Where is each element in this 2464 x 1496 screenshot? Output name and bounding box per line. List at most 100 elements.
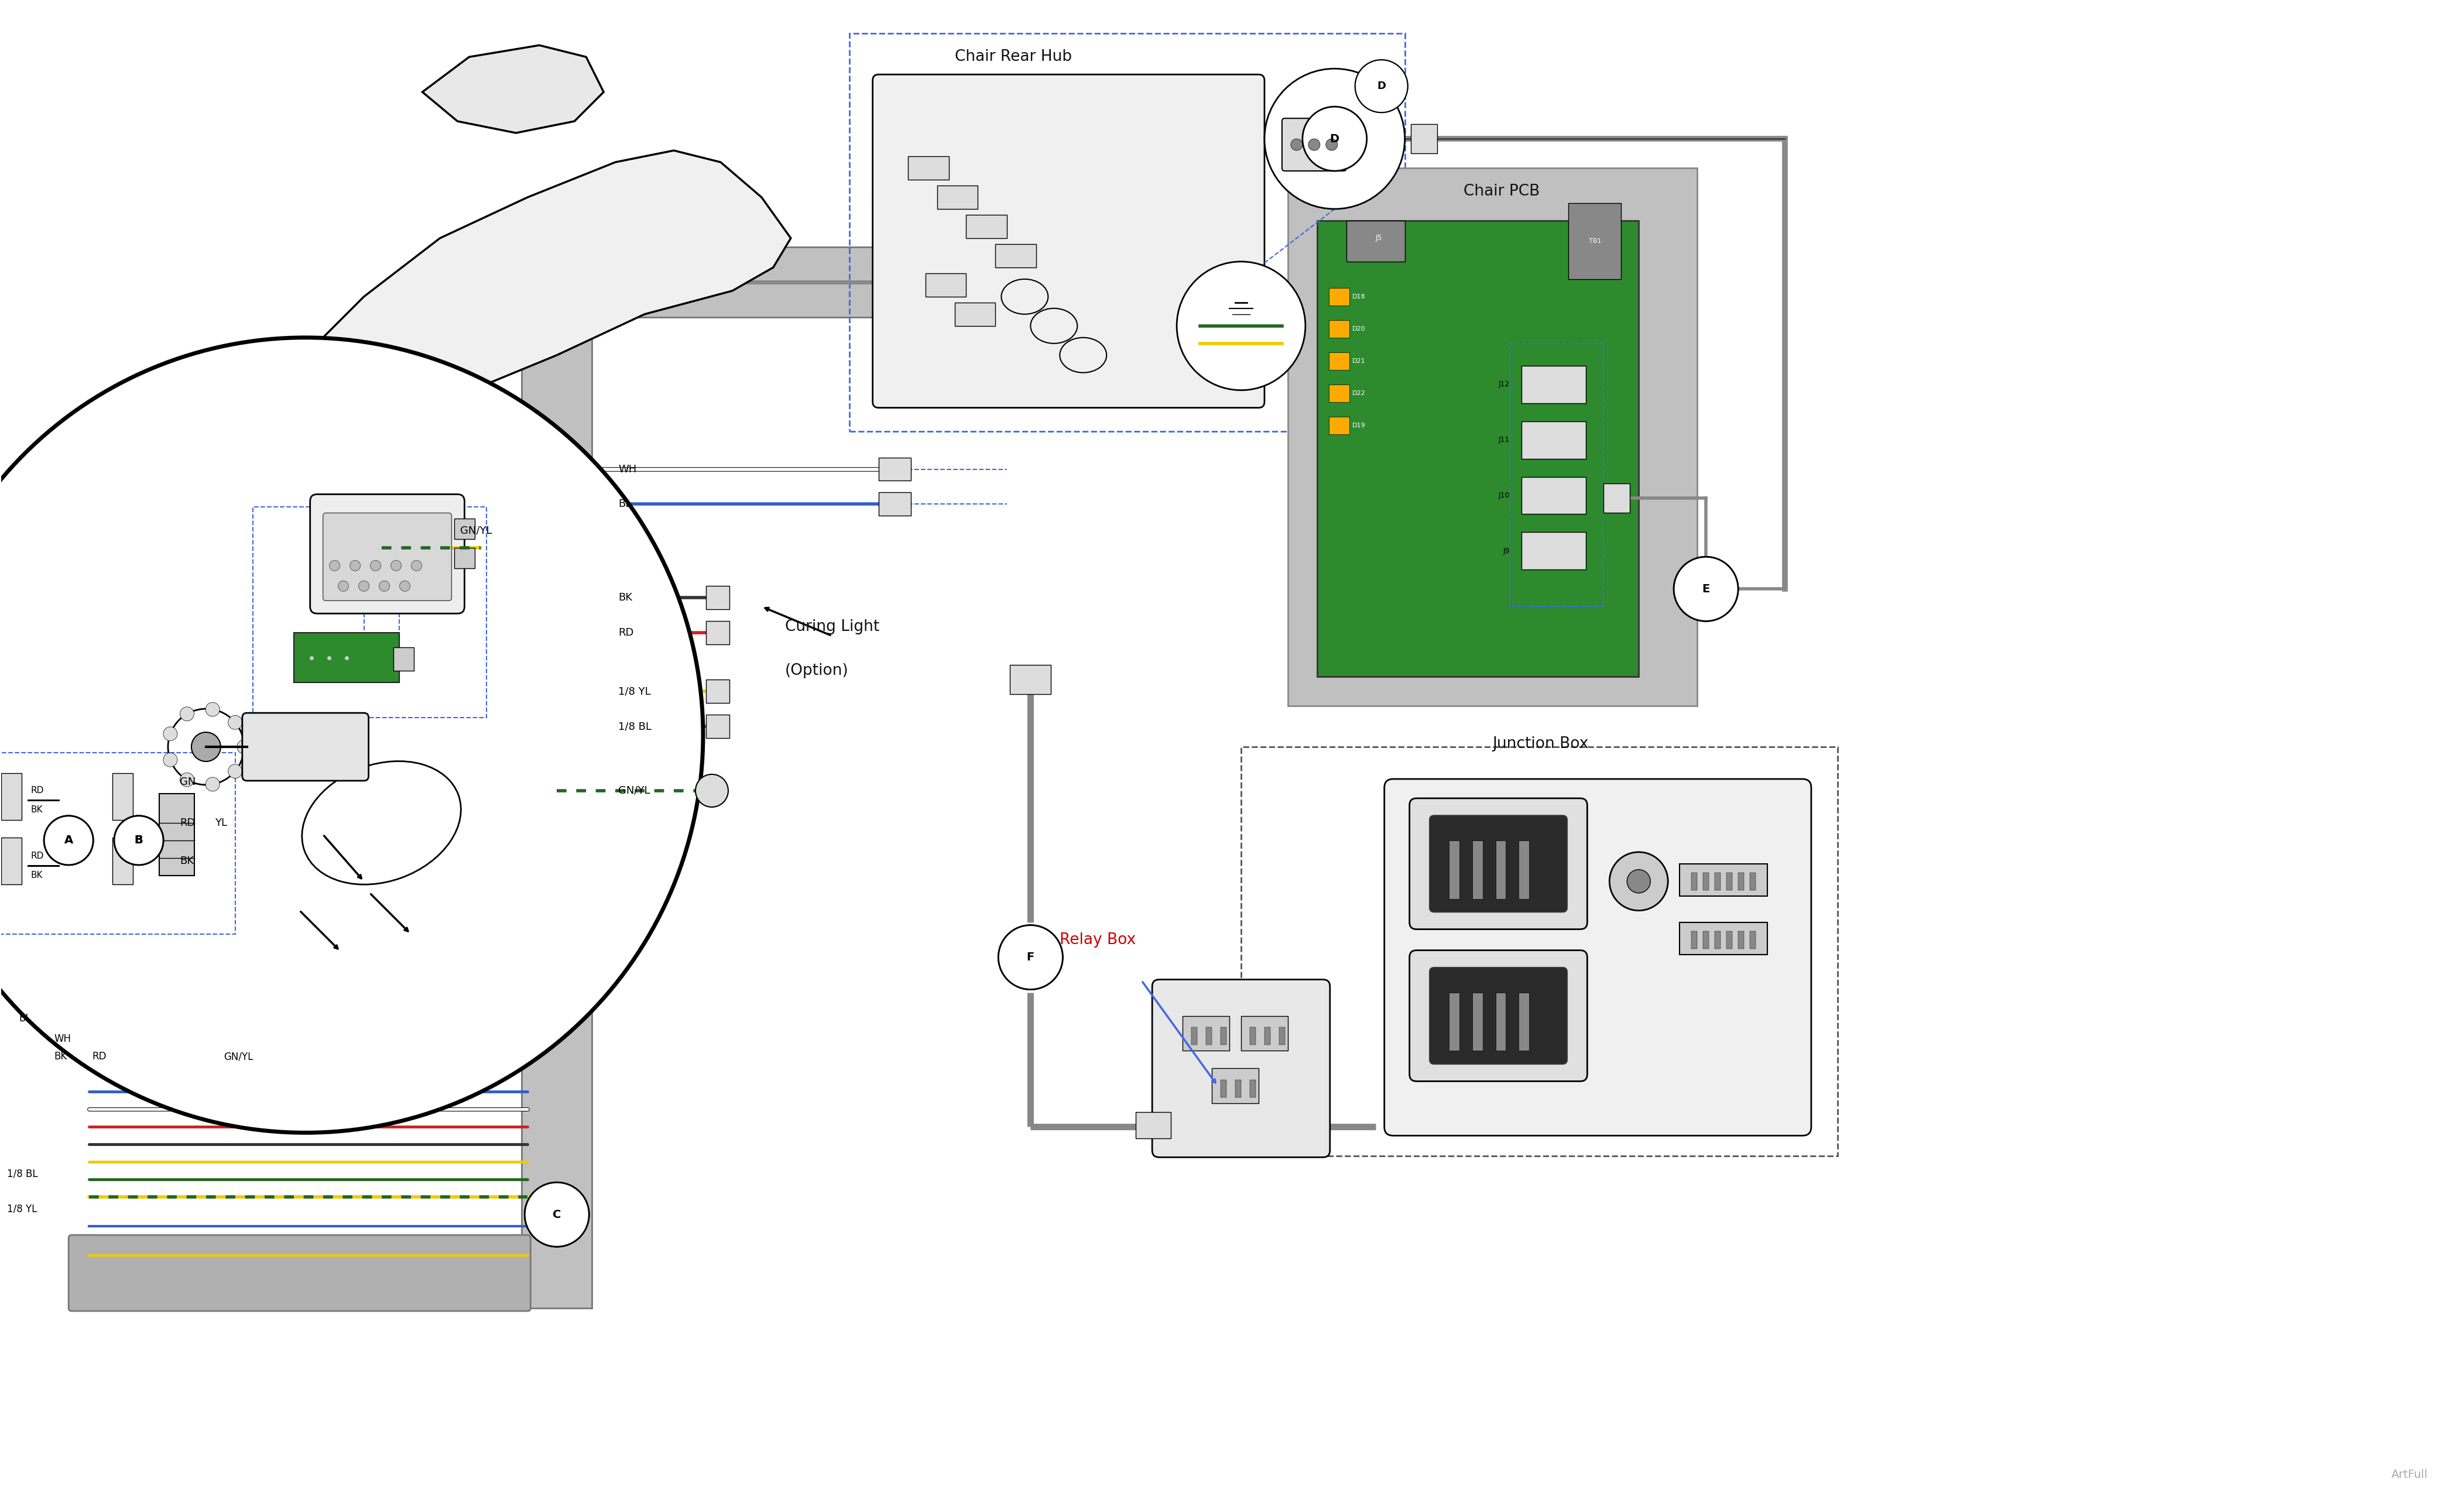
Circle shape — [163, 727, 177, 741]
Bar — [1449, 841, 1459, 899]
Text: WH: WH — [54, 1034, 71, 1044]
Text: D19: D19 — [1353, 422, 1365, 428]
Text: E: E — [1703, 583, 1710, 594]
FancyBboxPatch shape — [160, 793, 195, 875]
Text: D: D — [1377, 81, 1385, 91]
FancyBboxPatch shape — [1680, 863, 1767, 896]
Text: 1/8 YL: 1/8 YL — [618, 687, 650, 697]
Bar — [1193, 1028, 1198, 1046]
Text: D: D — [1377, 81, 1385, 91]
Text: D21: D21 — [1353, 358, 1365, 364]
Bar — [1496, 992, 1506, 1050]
Text: Chair PCB: Chair PCB — [1464, 184, 1540, 199]
Circle shape — [1355, 60, 1407, 112]
Bar — [1518, 992, 1530, 1050]
Text: WH: WH — [618, 464, 636, 474]
Circle shape — [338, 580, 350, 591]
Circle shape — [1308, 139, 1321, 151]
Text: Chair Rear Hub: Chair Rear Hub — [954, 49, 1072, 64]
Bar — [1703, 872, 1710, 890]
Circle shape — [1355, 60, 1407, 112]
Circle shape — [44, 815, 94, 865]
Bar — [1010, 666, 1052, 694]
Circle shape — [360, 580, 370, 591]
Text: B: B — [136, 835, 143, 845]
Circle shape — [1626, 869, 1651, 893]
Bar — [707, 715, 729, 738]
Text: GN/YL: GN/YL — [224, 1052, 254, 1062]
FancyBboxPatch shape — [293, 633, 399, 682]
FancyBboxPatch shape — [1318, 220, 1639, 676]
Text: BL: BL — [618, 500, 631, 510]
Circle shape — [525, 1182, 589, 1246]
FancyBboxPatch shape — [1429, 815, 1567, 913]
Circle shape — [1326, 139, 1338, 151]
Text: RD: RD — [30, 787, 44, 794]
Circle shape — [0, 338, 702, 1132]
Bar — [995, 244, 1037, 268]
Text: A: A — [64, 835, 74, 845]
Text: F: F — [1027, 951, 1035, 963]
Bar — [522, 284, 591, 1308]
Bar — [1471, 992, 1483, 1050]
Text: J9: J9 — [1503, 548, 1510, 555]
Bar — [1136, 1112, 1170, 1138]
Circle shape — [695, 775, 729, 806]
Circle shape — [229, 715, 241, 730]
Circle shape — [205, 778, 219, 791]
Text: BK: BK — [180, 856, 195, 866]
Text: B: B — [136, 835, 143, 845]
Circle shape — [205, 703, 219, 717]
Text: (Option): (Option) — [786, 663, 848, 678]
FancyBboxPatch shape — [1153, 980, 1331, 1158]
Bar — [27, 799, 59, 802]
Bar — [1412, 124, 1437, 154]
Text: BK: BK — [54, 1052, 67, 1062]
Circle shape — [1673, 557, 1737, 621]
Bar — [2, 838, 22, 884]
Text: D22: D22 — [1353, 390, 1365, 396]
Bar — [522, 247, 1037, 317]
FancyBboxPatch shape — [1242, 1016, 1289, 1050]
Circle shape — [113, 815, 163, 865]
Circle shape — [525, 1182, 589, 1246]
Text: BK: BK — [618, 592, 633, 603]
Circle shape — [399, 580, 409, 591]
FancyBboxPatch shape — [1523, 365, 1587, 402]
Bar — [936, 186, 978, 209]
Bar — [1749, 872, 1757, 890]
Bar — [453, 548, 476, 568]
Text: Junction Box: Junction Box — [1493, 736, 1589, 751]
Circle shape — [229, 764, 241, 778]
Text: D: D — [1331, 133, 1340, 144]
Text: F: F — [1027, 951, 1035, 963]
Circle shape — [1609, 853, 1668, 911]
Bar — [1749, 931, 1757, 948]
Circle shape — [113, 815, 163, 865]
Bar — [1496, 841, 1506, 899]
Bar — [1737, 931, 1745, 948]
Bar — [1264, 1028, 1271, 1046]
Bar — [27, 865, 59, 866]
Circle shape — [350, 561, 360, 571]
Text: D20: D20 — [1353, 326, 1365, 332]
Circle shape — [237, 741, 251, 754]
Bar — [1328, 287, 1350, 305]
Bar — [1604, 483, 1631, 513]
Text: B: B — [136, 835, 143, 845]
Text: BK: BK — [30, 805, 42, 814]
Bar — [1518, 841, 1530, 899]
Circle shape — [1178, 262, 1306, 390]
Bar — [1279, 1028, 1284, 1046]
Circle shape — [411, 561, 421, 571]
Bar — [1727, 872, 1732, 890]
Text: BL: BL — [20, 1013, 32, 1023]
Circle shape — [998, 925, 1062, 989]
Bar — [1690, 872, 1698, 890]
FancyBboxPatch shape — [323, 513, 451, 601]
Polygon shape — [421, 45, 604, 133]
Text: D18: D18 — [1353, 293, 1365, 299]
Bar — [880, 492, 912, 516]
Bar — [707, 621, 729, 645]
Bar — [1703, 931, 1710, 948]
